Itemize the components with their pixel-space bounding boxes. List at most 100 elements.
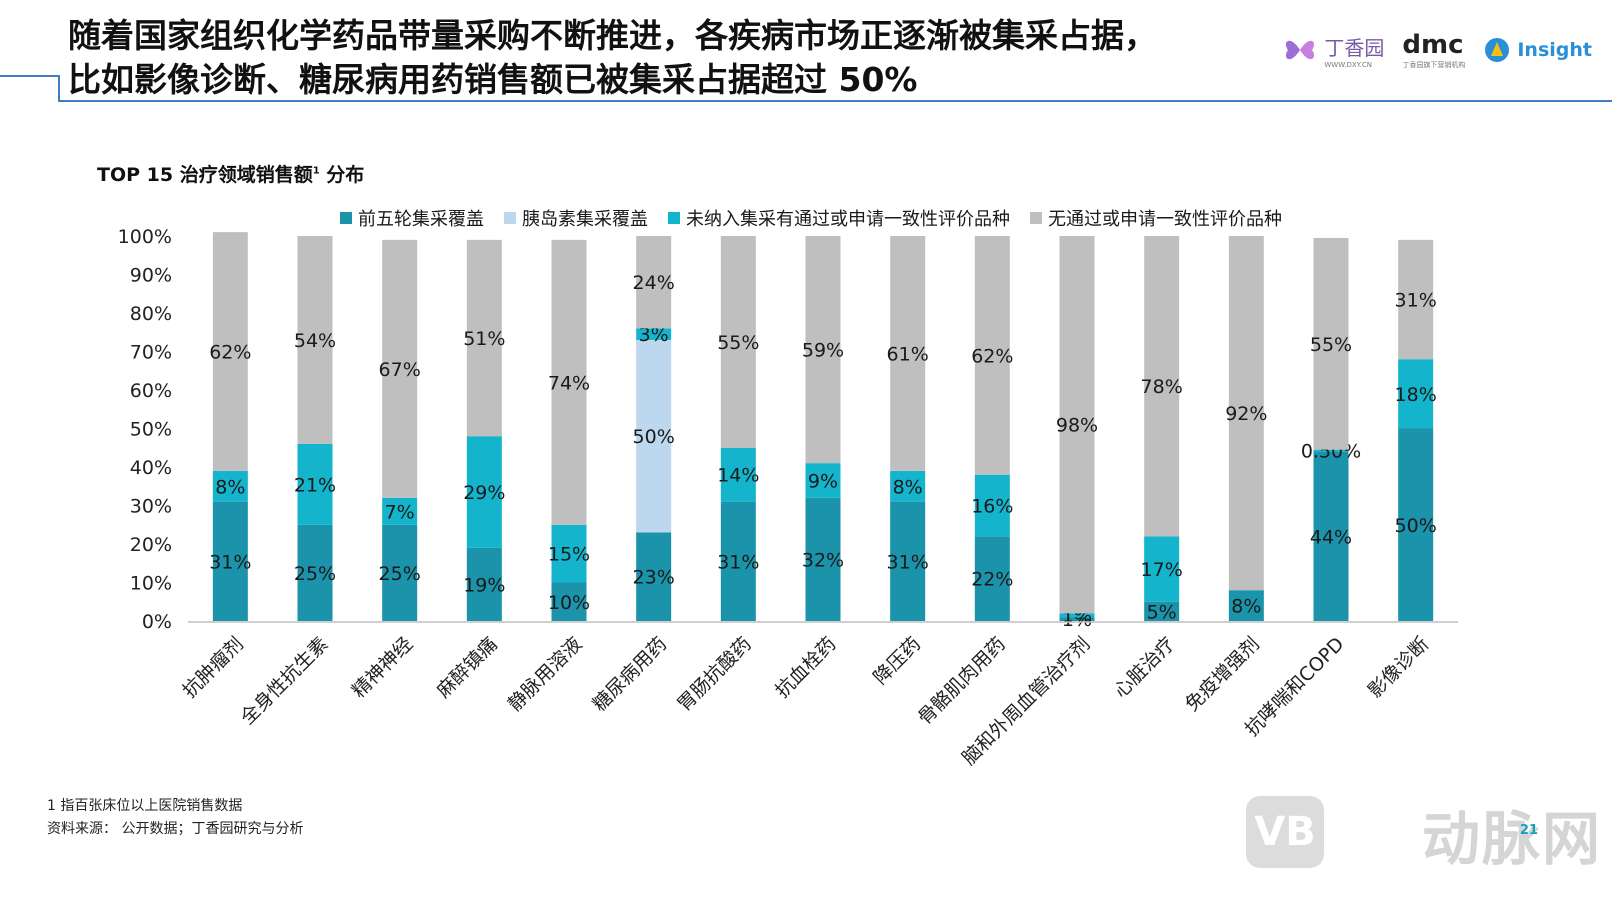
- bar-segment: [720, 447, 756, 502]
- y-tick-label: 60%: [130, 380, 172, 402]
- insight-logo-icon: [1485, 38, 1510, 62]
- y-tick-label: 20%: [130, 534, 172, 556]
- data-label: 74%: [548, 372, 590, 394]
- dmc-logo: dmc 丁香园旗下营销机构: [1402, 30, 1465, 70]
- bar-segment: [974, 536, 1010, 621]
- watermark-text: 动脉网: [1421, 805, 1602, 873]
- chart-title-suffix: 分布: [319, 164, 365, 186]
- bar-segment: [1398, 428, 1434, 621]
- data-label: 59%: [802, 340, 844, 362]
- butterfly-icon: [1286, 40, 1315, 60]
- x-category-label: 降压药: [869, 633, 925, 689]
- legend-swatch-insulin: [504, 212, 516, 224]
- header-rule-long: [58, 100, 1612, 102]
- bar-segment: [1144, 601, 1180, 621]
- chart-title-text: TOP 15 治疗领域销售额: [97, 164, 313, 186]
- bar-segment: [1313, 237, 1349, 450]
- y-tick-label: 30%: [130, 496, 172, 518]
- legend-item-insulin: 胰岛素集采覆盖: [504, 205, 648, 231]
- bar-segment: [1398, 359, 1434, 429]
- bar-segment: [890, 501, 926, 621]
- data-label: 31%: [1395, 290, 1437, 312]
- x-category-label: 精神神经: [348, 633, 417, 702]
- dxy-logo-text: 丁香园: [1324, 35, 1385, 60]
- data-label: 50%: [1395, 515, 1437, 537]
- data-label: 32%: [802, 549, 844, 571]
- bar-segment: [551, 239, 587, 525]
- x-category-label: 抗血栓药: [771, 633, 840, 702]
- data-label: 7%: [385, 501, 415, 523]
- bar-segment: [890, 470, 926, 502]
- source-note: 资料来源： 公开数据；丁香园研究与分析: [47, 821, 304, 837]
- y-tick-label: 10%: [130, 573, 172, 595]
- bar-segment: [212, 232, 248, 471]
- bar-segment: [974, 236, 1010, 475]
- y-tick-label: 0%: [142, 611, 172, 633]
- y-tick-label: 70%: [130, 342, 172, 364]
- page-number: 21: [1519, 823, 1538, 838]
- data-label: 92%: [1225, 403, 1267, 425]
- data-label: 61%: [887, 343, 929, 365]
- dxy-logo: 丁香园 WWW.DXY.CN: [1282, 32, 1384, 69]
- bar-segment: [297, 236, 333, 444]
- data-label: 31%: [887, 551, 929, 573]
- bar-segment: [636, 236, 672, 329]
- data-label: 62%: [209, 342, 251, 364]
- bar-segment: [212, 501, 248, 621]
- legend-label-no-evaluation: 无通过或申请一致性评价品种: [1048, 209, 1282, 230]
- bar-segment: [720, 501, 756, 621]
- data-label: 54%: [294, 330, 336, 352]
- brand-logos: 丁香园 WWW.DXY.CN dmc 丁香园旗下营销机构 Insight: [1282, 30, 1592, 70]
- x-category-label: 抗肿瘤剂: [179, 633, 248, 702]
- data-label: 51%: [463, 328, 505, 350]
- bar-segment: [805, 463, 841, 498]
- bar-segment: [890, 236, 926, 471]
- footnotes: 1 指百张床位以上医院销售数据 资料来源： 公开数据；丁香园研究与分析: [47, 795, 303, 841]
- data-label: 62%: [971, 345, 1013, 367]
- y-tick-label: 40%: [130, 457, 172, 479]
- data-label: 8%: [1231, 596, 1261, 618]
- legend-swatch-not-covered-evaluated: [668, 212, 680, 224]
- legend-item-not-covered-evaluated: 未纳入集采有通过或申请一致性评价品种: [668, 205, 1010, 231]
- data-label: 8%: [893, 476, 923, 498]
- x-category-label: 糖尿病用药: [588, 633, 671, 716]
- slide-title-line2: 比如影像诊断、糖尿病用药销售额已被集采占据超过 50%: [68, 60, 918, 99]
- data-label: 15%: [548, 544, 590, 566]
- header-rule-step: [58, 75, 60, 100]
- x-category-label: 免疫增强剂: [1181, 633, 1264, 716]
- data-label: 98%: [1056, 415, 1098, 437]
- y-tick-label: 80%: [130, 303, 172, 325]
- bar-segment: [382, 497, 418, 525]
- slide-title: 随着国家组织化学药品带量采购不断推进，各疾病市场正逐渐被集采占据， 比如影像诊断…: [68, 14, 1268, 102]
- bar-segment: [1144, 536, 1180, 602]
- watermark-vb-logo: VB: [1246, 796, 1324, 868]
- chart-title: TOP 15 治疗领域销售额1 分布: [97, 160, 364, 187]
- y-tick-label: 50%: [130, 419, 172, 441]
- bar-segment: [1059, 236, 1095, 614]
- footnote-1: 1 指百张床位以上医院销售数据: [47, 798, 243, 814]
- bar-segment: [382, 239, 418, 498]
- data-label: 9%: [808, 470, 838, 492]
- bar-segment: [805, 497, 841, 621]
- data-label: 78%: [1141, 376, 1183, 398]
- x-category-label: 静脉用溶液: [504, 633, 587, 716]
- data-label: 18%: [1395, 384, 1437, 406]
- data-label: 16%: [971, 496, 1013, 518]
- bar-segment: [636, 328, 672, 340]
- x-category-label: 全身性抗生素: [236, 633, 332, 729]
- bar-segment: [297, 524, 333, 621]
- bar-segment: [1059, 613, 1095, 618]
- data-label: 44%: [1310, 526, 1352, 548]
- data-label: 67%: [379, 359, 421, 381]
- y-tick-label: 100%: [118, 226, 172, 248]
- insight-logo-text: Insight: [1517, 39, 1592, 61]
- bar-segment: [551, 582, 587, 621]
- x-category-label: 心脏治疗: [1110, 633, 1179, 702]
- data-label: 25%: [379, 563, 421, 585]
- data-label: 55%: [717, 332, 759, 354]
- legend-label-insulin: 胰岛素集采覆盖: [522, 209, 648, 230]
- data-label: 21%: [294, 474, 336, 496]
- data-label: 19%: [463, 574, 505, 596]
- dmc-logo-text: dmc: [1402, 30, 1464, 60]
